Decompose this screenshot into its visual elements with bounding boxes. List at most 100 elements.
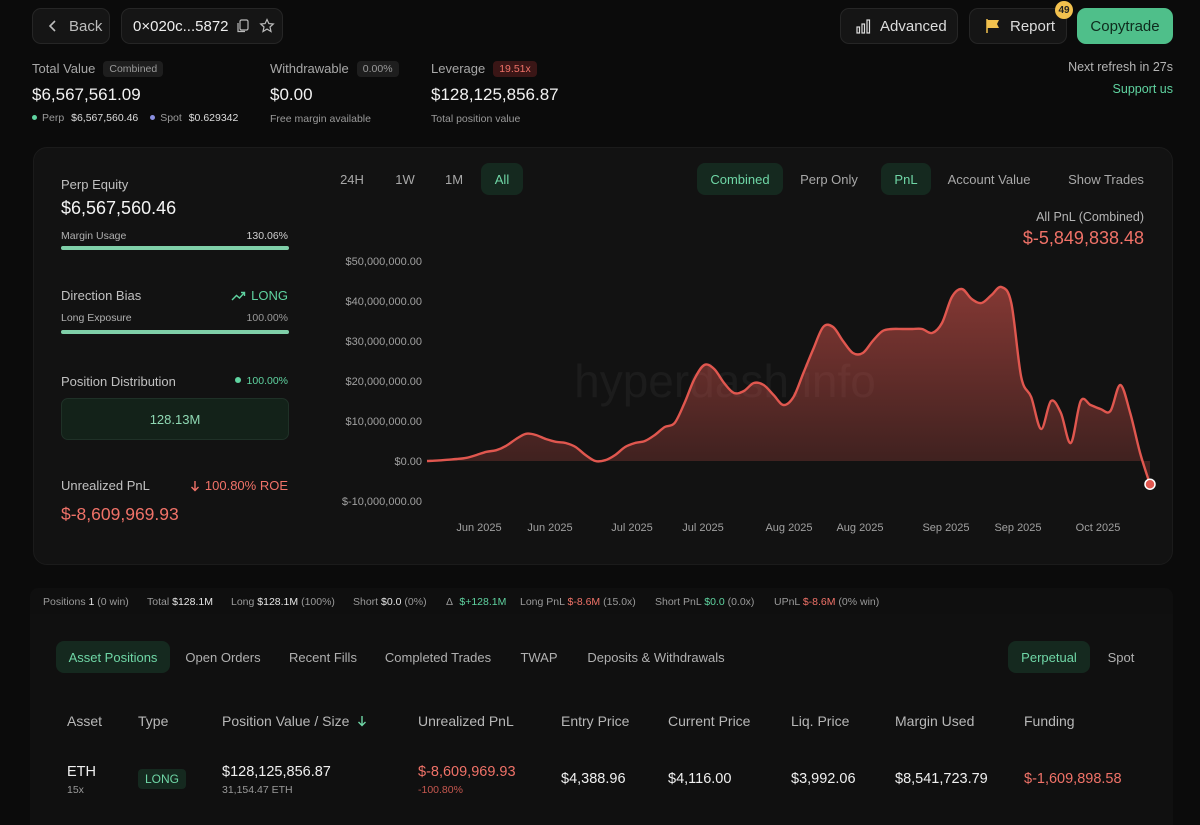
- row-current-price: $4,116.00: [668, 771, 732, 787]
- row-upnl: $-8,609,969.93: [418, 764, 516, 780]
- row-leverage: 15x: [67, 784, 84, 796]
- distribution-label: Position Distribution: [61, 374, 176, 389]
- sort-down-icon[interactable]: [357, 715, 367, 727]
- chevron-left-icon: [48, 20, 56, 32]
- mode-perp-only[interactable]: Perp Only: [800, 171, 858, 187]
- support-link[interactable]: Support us: [1112, 82, 1173, 96]
- leverage-block: Leverage 19.51x $128,125,856.87 Total pos…: [431, 60, 559, 125]
- withdrawable-value: $0.00: [270, 85, 313, 104]
- x-tick-label: Jul 2025: [611, 522, 653, 534]
- y-tick-label: $10,000,000.00: [346, 416, 422, 428]
- star-icon[interactable]: [258, 18, 275, 34]
- y-tick-label: $20,000,000.00: [346, 376, 422, 388]
- leverage-label: Leverage: [431, 61, 486, 76]
- col-entry-price[interactable]: Entry Price: [561, 713, 630, 729]
- positions-panel: [30, 614, 1173, 825]
- col-liq-price[interactable]: Liq. Price: [791, 713, 850, 729]
- x-tick-label: Sep 2025: [994, 522, 1041, 534]
- tab-deposits-withdrawals[interactable]: Deposits & Withdrawals: [587, 649, 725, 665]
- y-tick-label: $-10,000,000.00: [342, 496, 422, 508]
- y-tick-label: $30,000,000.00: [346, 336, 422, 348]
- stat-short-value: $0.0: [381, 596, 402, 608]
- row-entry-price: $4,388.96: [561, 771, 626, 787]
- col-position-value[interactable]: Position Value / Size: [222, 713, 367, 729]
- copytrade-button[interactable]: Copytrade: [1077, 8, 1173, 44]
- tab-completed-trades[interactable]: Completed Trades: [384, 649, 492, 665]
- col-margin-used[interactable]: Margin Used: [895, 713, 975, 729]
- x-tick-label: Aug 2025: [836, 522, 883, 534]
- stat-positions-value: 1: [88, 596, 95, 608]
- address-chip[interactable]: 0×020c...5872: [121, 8, 283, 44]
- x-tick-label: Oct 2025: [1076, 522, 1121, 534]
- tab-perpetual[interactable]: Perpetual: [1008, 641, 1090, 673]
- row-funding: $-1,609,898.58: [1024, 771, 1122, 787]
- direction-bias-value: LONG: [231, 288, 288, 303]
- stat-delta-label: Δ: [446, 596, 453, 608]
- long-exposure-bar: [61, 330, 289, 334]
- pnl-line: [426, 285, 1152, 485]
- row-asset[interactable]: ETH: [67, 764, 96, 780]
- tab-recent-fills[interactable]: Recent Fills: [289, 649, 357, 665]
- mode-combined[interactable]: Combined: [697, 163, 783, 195]
- row-upnl-pct: -100.80%: [418, 784, 463, 796]
- tab-asset-positions[interactable]: Asset Positions: [56, 641, 170, 673]
- total-value-block: Total Value Combined $6,567,561.09 Perp $…: [32, 60, 238, 124]
- range-1m[interactable]: 1M: [444, 171, 464, 187]
- equity-value: $6,567,560.46: [61, 198, 177, 218]
- advanced-label: Advanced: [880, 17, 947, 35]
- margin-usage-label: Margin Usage: [61, 230, 127, 242]
- report-button[interactable]: Report: [969, 8, 1067, 44]
- withdrawable-badge: 0.00%: [356, 61, 399, 77]
- stat-long: Long $128.1M (100%): [231, 596, 335, 608]
- stat-short-sub: (0%): [404, 596, 427, 608]
- row-margin-used: $8,541,723.79: [895, 771, 988, 787]
- stat-upnl: UPnL $-8.6M (0% win): [774, 596, 879, 608]
- col-asset[interactable]: Asset: [67, 713, 103, 729]
- stat-long-value: $128.1M: [257, 596, 299, 608]
- long-exposure-label: Long Exposure: [61, 312, 132, 324]
- advanced-button[interactable]: Advanced: [840, 8, 958, 44]
- arrow-down-icon: [190, 480, 199, 491]
- show-trades-button[interactable]: Show Trades: [1068, 171, 1144, 187]
- withdrawable-sub: Free margin available: [270, 113, 371, 125]
- tab-spot[interactable]: Spot: [1107, 649, 1135, 665]
- metric-pnl[interactable]: PnL: [881, 163, 931, 195]
- stat-short: Short $0.0 (0%): [353, 596, 427, 608]
- distribution-bar[interactable]: 128.13M: [61, 398, 289, 440]
- spot-label: Spot: [160, 112, 182, 124]
- stat-positions-sub: (0 win): [97, 596, 129, 608]
- col-unrealized-pnl[interactable]: Unrealized PnL: [418, 713, 514, 729]
- stat-short-pnl-value: $0.0: [704, 596, 725, 608]
- stat-positions-label: Positions: [43, 596, 86, 608]
- stat-short-pnl-sub: (0.0x): [727, 596, 755, 608]
- metric-account-value[interactable]: Account Value: [947, 171, 1031, 187]
- x-tick-label: Jul 2025: [682, 522, 724, 534]
- copy-icon[interactable]: [236, 19, 249, 33]
- perp-dot-icon: [32, 115, 37, 120]
- range-all[interactable]: All: [481, 163, 523, 195]
- stat-upnl-label: UPnL: [774, 596, 800, 608]
- stat-long-label: Long: [231, 596, 255, 608]
- col-funding[interactable]: Funding: [1024, 713, 1075, 729]
- direction-bias-text: LONG: [251, 288, 288, 303]
- back-button[interactable]: Back: [32, 8, 110, 44]
- tab-twap[interactable]: TWAP: [520, 649, 558, 665]
- distribution-dot-icon: [234, 377, 241, 383]
- withdrawable-label: Withdrawable: [270, 61, 349, 76]
- y-tick-label: $40,000,000.00: [346, 296, 422, 308]
- col-current-price[interactable]: Current Price: [668, 713, 751, 729]
- stat-long-pnl-label: Long PnL: [520, 596, 565, 608]
- total-value-label: Total Value: [32, 61, 96, 76]
- stat-long-pnl-sub: (15.0x): [603, 596, 636, 608]
- row-liq-price: $3,992.06: [791, 771, 856, 787]
- equity-label: Perp Equity: [61, 177, 129, 192]
- tab-open-orders[interactable]: Open Orders: [185, 649, 261, 665]
- range-1w[interactable]: 1W: [395, 171, 415, 187]
- pnl-area: [427, 286, 1150, 485]
- x-tick-label: Jun 2025: [527, 522, 572, 534]
- col-type[interactable]: Type: [138, 713, 169, 729]
- x-tick-label: Sep 2025: [922, 522, 969, 534]
- direction-bias-label: Direction Bias: [61, 288, 142, 303]
- report-count-badge: 49: [1055, 1, 1073, 19]
- range-24h[interactable]: 24H: [340, 171, 364, 187]
